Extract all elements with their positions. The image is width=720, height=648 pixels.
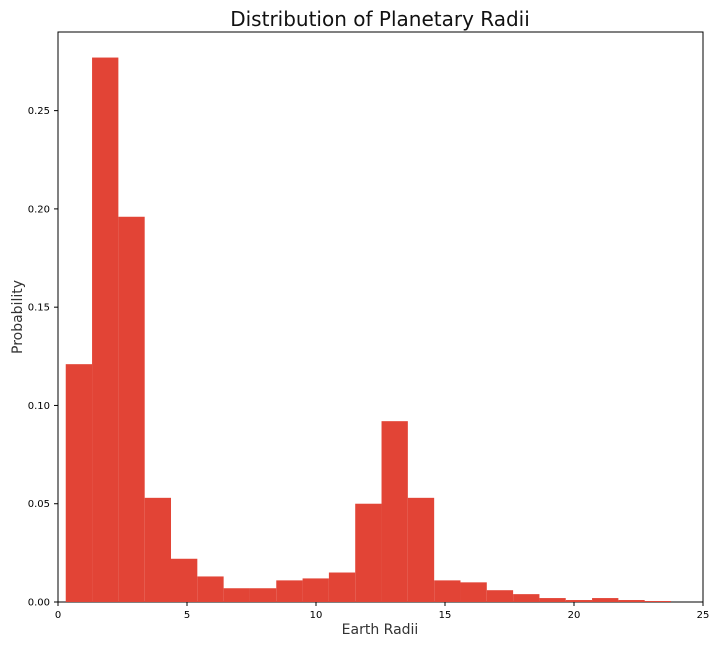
y-axis-label: Probability xyxy=(10,280,26,354)
histogram-bar xyxy=(328,572,356,602)
histogram-bar xyxy=(539,598,566,602)
histogram-bar xyxy=(486,590,514,602)
histogram-bar xyxy=(249,588,277,602)
histogram-bar xyxy=(302,578,329,602)
x-tick-label: 10 xyxy=(310,610,323,621)
x-axis-label: Earth Radii xyxy=(342,622,419,638)
histogram-bar xyxy=(118,216,145,603)
histogram-bar xyxy=(197,576,224,602)
histogram-bar xyxy=(223,588,250,602)
histogram-bar xyxy=(355,503,382,602)
histogram-bar xyxy=(565,600,593,602)
x-tick-label: 15 xyxy=(439,610,452,621)
histogram-bar xyxy=(92,57,119,603)
y-axis: 0.00 0.05 0.10 0.15 0.20 0.25 xyxy=(28,106,58,609)
histogram-bar xyxy=(618,600,645,602)
y-tick-label: 0.25 xyxy=(28,106,50,117)
plot-area: 0 5 10 15 20 25 0.00 0.05 0.10 0.15 0.20 0.25 xyxy=(28,31,710,621)
histogram-bar xyxy=(381,421,408,602)
histogram-bar xyxy=(644,601,672,602)
histogram-bar xyxy=(276,580,303,602)
x-tick-label: 5 xyxy=(184,610,190,621)
x-tick-label: 25 xyxy=(697,610,710,621)
x-tick-label: 20 xyxy=(568,610,581,621)
y-tick-label: 0.15 xyxy=(28,303,50,314)
histogram-bar xyxy=(65,364,93,602)
y-tick-label: 0.20 xyxy=(28,204,50,215)
bars-layer xyxy=(65,57,672,603)
x-axis: 0 5 10 15 20 25 xyxy=(55,602,710,621)
x-tick-label: 0 xyxy=(55,610,61,621)
y-tick-label: 0.10 xyxy=(28,401,50,412)
histogram-bar xyxy=(171,558,198,602)
histogram-bar xyxy=(144,497,172,602)
histogram-bar xyxy=(407,497,435,602)
histogram-bar xyxy=(434,580,461,602)
histogram-bar xyxy=(592,598,619,602)
y-tick-label: 0.00 xyxy=(28,598,50,609)
chart-title: Distribution of Planetary Radii xyxy=(230,7,530,31)
histogram-bar xyxy=(513,594,540,602)
histogram-bar xyxy=(460,582,487,602)
y-tick-label: 0.05 xyxy=(28,499,50,510)
